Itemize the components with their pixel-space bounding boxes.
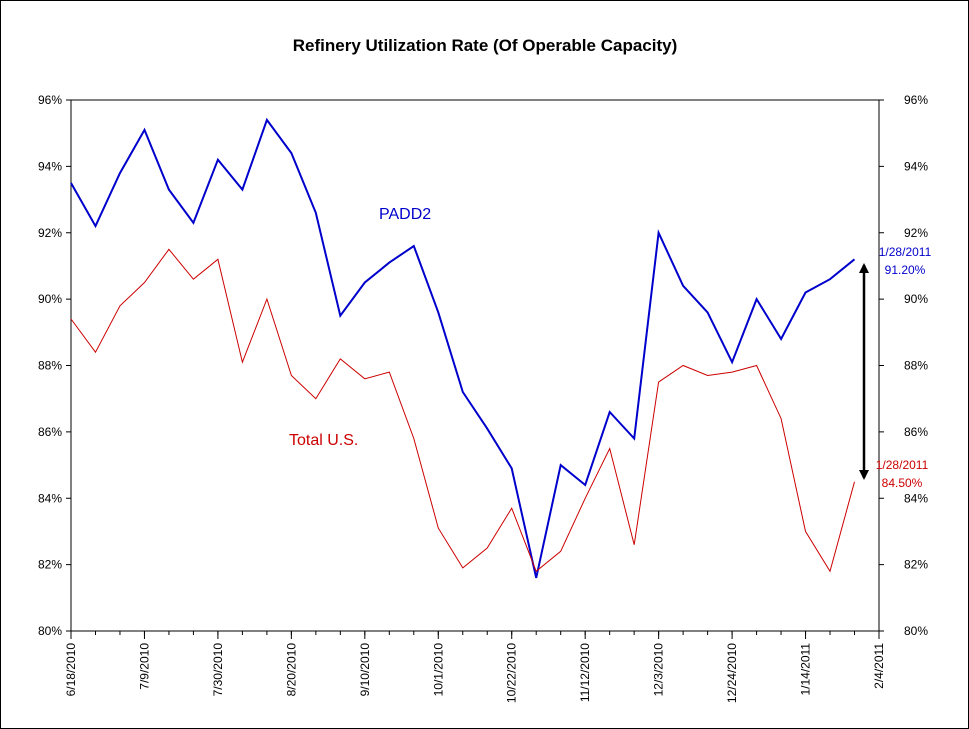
y-tick-label-left: 82% <box>38 558 62 572</box>
x-tick-label: 12/3/2010 <box>652 643 666 697</box>
y-tick-label-right: 84% <box>904 491 928 505</box>
y-tick-label-right: 96% <box>904 93 928 107</box>
y-axis-right: 80% 82% 84% 86% 88% 90% 92% 94% 96% <box>879 93 928 638</box>
y-tick-label-left: 90% <box>38 292 62 306</box>
y-tick-label-left: 84% <box>38 491 62 505</box>
y-tick-label-left: 86% <box>38 425 62 439</box>
padd2-end-value: 91.20% <box>885 263 926 277</box>
y-tick-label-left: 94% <box>38 159 62 173</box>
x-tick-label: 8/20/2010 <box>284 643 298 697</box>
series-label-padd2: PADD2 <box>379 206 431 223</box>
y-tick-label-right: 90% <box>904 292 928 306</box>
y-tick-label-right: 82% <box>904 558 928 572</box>
y-tick-label-left: 92% <box>38 226 62 240</box>
x-tick-label: 7/30/2010 <box>211 643 225 697</box>
x-tick-label: 1/14/2011 <box>799 643 813 696</box>
y-tick-label-right: 86% <box>904 425 928 439</box>
x-tick-label: 7/9/2010 <box>137 643 151 690</box>
x-tick-label: 9/10/2010 <box>358 643 372 697</box>
total-us-end-date: 1/28/2011 <box>876 458 929 472</box>
x-tick-label: 11/12/2010 <box>578 643 592 702</box>
y-tick-label-right: 88% <box>904 359 928 373</box>
y-axis-left: 80% 82% 84% 86% 88% 90% 92% 94% 96% <box>38 93 71 638</box>
x-tick-label: 6/18/2010 <box>64 643 78 697</box>
y-tick-label-left: 88% <box>38 359 62 373</box>
series-line-total-u-s <box>70 248 855 573</box>
x-tick-label: 10/22/2010 <box>505 643 519 703</box>
plot-area <box>70 99 880 632</box>
total-us-end-value: 84.50% <box>882 476 923 490</box>
y-tick-label-right: 92% <box>904 226 928 240</box>
y-tick-label-left: 96% <box>38 93 62 107</box>
x-tick-label: 10/1/2010 <box>431 643 445 697</box>
x-tick-label: 2/4/2011 <box>872 643 886 689</box>
series-lines <box>70 117 856 579</box>
y-tick-label-left: 80% <box>38 624 62 638</box>
padd2-end-date: 1/28/2011 <box>879 245 932 259</box>
x-axis: 6/18/2010 7/9/2010 7/30/2010 8/20/2010 9/10/… <box>64 631 886 703</box>
y-tick-label-right: 94% <box>904 159 928 173</box>
x-tick-label: 12/24/2010 <box>725 643 739 703</box>
series-label-total-us: Total U.S. <box>289 432 358 449</box>
y-tick-label-right: 80% <box>904 624 928 638</box>
chart-title: Refinery Utilization Rate (Of Operable C… <box>293 36 677 55</box>
series-line-padd2 <box>70 117 856 579</box>
